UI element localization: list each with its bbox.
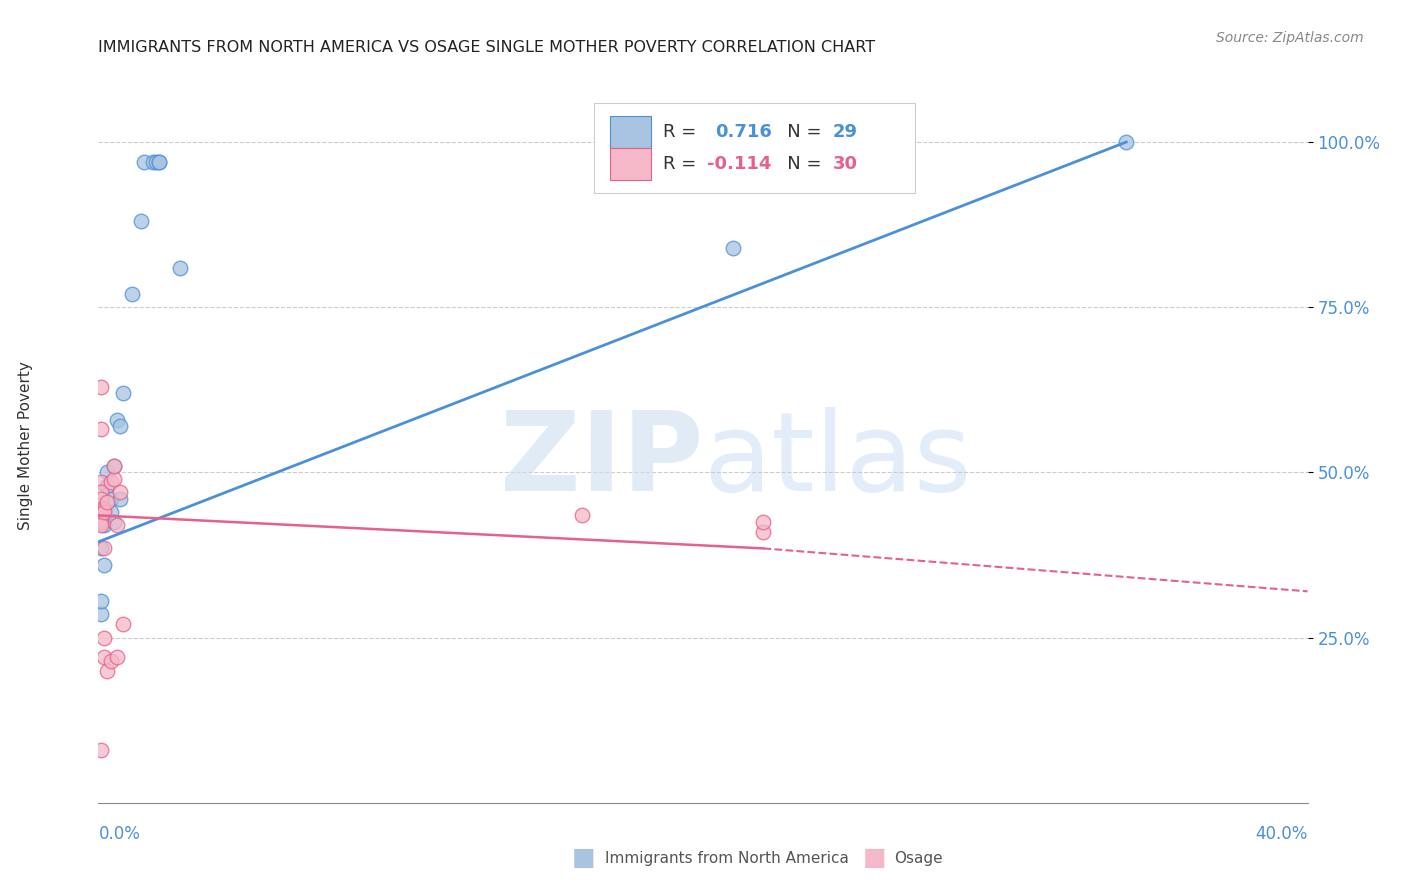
Point <box>100 491 122 506</box>
Point <box>111 386 134 401</box>
Text: R =: R = <box>664 123 707 141</box>
Point <box>1115 135 1137 149</box>
Point <box>145 154 167 169</box>
Point <box>90 499 112 513</box>
Point <box>96 664 118 678</box>
Text: IMMIGRANTS FROM NORTH AMERICA VS OSAGE SINGLE MOTHER POVERTY CORRELATION CHART: IMMIGRANTS FROM NORTH AMERICA VS OSAGE S… <box>98 40 876 55</box>
Text: ■: ■ <box>572 847 595 870</box>
Text: ZIP: ZIP <box>499 407 703 514</box>
Point <box>90 485 112 500</box>
Point <box>90 379 112 393</box>
Point <box>148 154 170 169</box>
Point <box>90 743 112 757</box>
Text: Single Mother Poverty: Single Mother Poverty <box>18 361 32 531</box>
Point <box>93 508 115 523</box>
Point <box>90 511 112 525</box>
Point <box>100 505 122 519</box>
Text: 29: 29 <box>832 123 858 141</box>
Point <box>105 412 128 426</box>
Point <box>90 607 112 622</box>
Point <box>90 511 112 525</box>
Point <box>90 594 112 608</box>
Text: atlas: atlas <box>703 407 972 514</box>
Text: 40.0%: 40.0% <box>1256 825 1308 843</box>
Point <box>111 617 134 632</box>
Text: -0.114: -0.114 <box>707 155 770 173</box>
Point <box>90 501 112 516</box>
Text: N =: N = <box>769 123 827 141</box>
FancyBboxPatch shape <box>595 103 915 193</box>
Point <box>96 478 118 492</box>
Point <box>93 518 115 533</box>
Point <box>132 154 155 169</box>
Point <box>100 654 122 668</box>
Text: Osage: Osage <box>894 851 943 865</box>
Point <box>96 466 118 480</box>
Point <box>96 495 118 509</box>
Point <box>90 475 112 490</box>
Text: ■: ■ <box>863 847 886 870</box>
Point <box>103 515 125 529</box>
Point <box>93 541 115 556</box>
Point <box>121 287 143 301</box>
Point <box>93 558 115 572</box>
Point <box>93 650 115 665</box>
Point <box>752 515 775 529</box>
FancyBboxPatch shape <box>610 116 651 148</box>
Text: R =: R = <box>664 155 702 173</box>
Point <box>721 241 744 255</box>
Point <box>108 419 131 434</box>
Point <box>108 491 131 506</box>
Point <box>571 508 593 523</box>
Point <box>169 260 191 275</box>
Point <box>90 422 112 436</box>
Point <box>90 515 112 529</box>
Text: 0.0%: 0.0% <box>98 825 141 843</box>
Point <box>90 508 112 523</box>
Text: Immigrants from North America: Immigrants from North America <box>605 851 848 865</box>
Point <box>142 154 165 169</box>
Point <box>752 524 775 539</box>
Point <box>90 541 112 556</box>
Text: N =: N = <box>769 155 827 173</box>
Point <box>90 505 112 519</box>
Point <box>93 501 115 516</box>
Point <box>148 154 170 169</box>
Text: 0.716: 0.716 <box>716 123 772 141</box>
Point <box>129 214 152 228</box>
Point <box>105 518 128 533</box>
Point <box>93 505 115 519</box>
Point <box>105 650 128 665</box>
FancyBboxPatch shape <box>610 148 651 180</box>
Point <box>108 485 131 500</box>
Point <box>90 505 112 519</box>
Point <box>103 458 125 473</box>
Point <box>90 491 112 506</box>
Point <box>103 458 125 473</box>
Point <box>100 475 122 490</box>
Point <box>103 472 125 486</box>
Point <box>90 518 112 533</box>
Point <box>93 631 115 645</box>
Text: Source: ZipAtlas.com: Source: ZipAtlas.com <box>1216 31 1364 45</box>
Text: 30: 30 <box>832 155 858 173</box>
